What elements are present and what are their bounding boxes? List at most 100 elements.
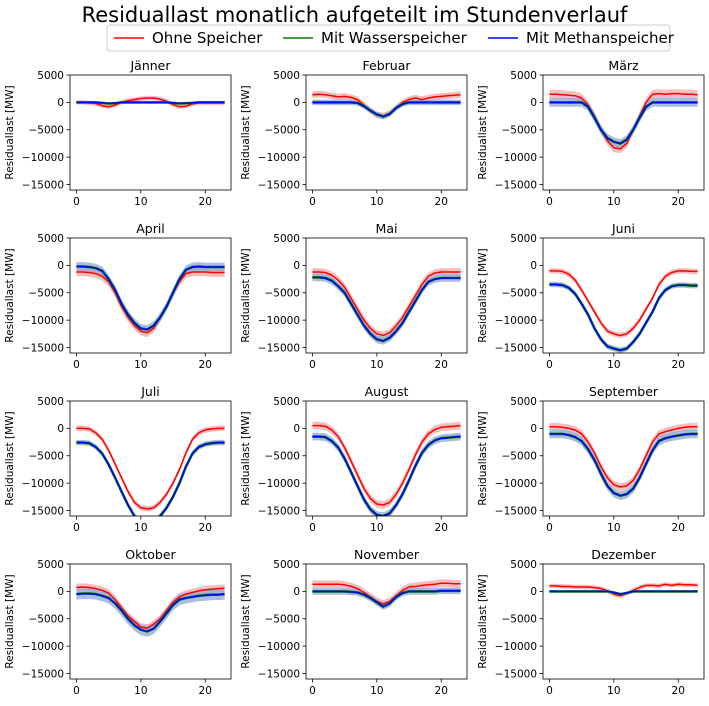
x-tick-label: 10: [134, 359, 147, 371]
y-axis-label: Residuallast [MW]: [4, 85, 16, 179]
series-line-methanspeicher: [76, 592, 225, 633]
series-line-methanspeicher: [312, 276, 461, 342]
legend-label-ohne: Ohne Speicher: [152, 29, 263, 47]
x-tick-label: 0: [309, 196, 316, 208]
y-tick-label: −15000: [22, 179, 64, 191]
y-tick-label: −15000: [22, 668, 64, 680]
x-tick-label: 0: [73, 196, 80, 208]
y-tick-label: −10000: [495, 478, 537, 490]
axes-frame: [305, 563, 468, 680]
subplot-dezember: Dezember 5000 0 −5000 −10000 −15000 0 10 20 Resid…: [477, 547, 705, 697]
y-axis-label: Residuallast [MW]: [4, 248, 16, 342]
methanspeicher-band: [76, 588, 225, 637]
axes-frame: [69, 237, 232, 354]
x-tick-label: 20: [672, 685, 685, 697]
methanspeicher-band: [76, 439, 225, 516]
plot-area: [312, 421, 461, 516]
y-tick-label: −5000: [501, 125, 537, 137]
x-tick-label: 20: [672, 359, 685, 371]
y-tick-label: −5000: [501, 451, 537, 463]
legend-frame: [106, 24, 671, 52]
x-tick-label: 0: [546, 359, 553, 371]
axes-frame: [542, 74, 705, 191]
y-tick-label: −15000: [22, 505, 64, 517]
plot-area: [549, 89, 698, 154]
axes-frame: [69, 400, 232, 517]
subplot-title: März: [608, 58, 639, 73]
y-tick-label: −5000: [28, 451, 64, 463]
plot-area: [76, 583, 225, 637]
y-axis-label: Residuallast [MW]: [240, 85, 252, 179]
subplot-title: August: [365, 384, 409, 399]
x-tick-label: 20: [199, 685, 212, 697]
subplot-title: Dezember: [591, 547, 656, 562]
x-tick-label: 10: [607, 685, 620, 697]
plot-area: [312, 90, 461, 120]
series-line-ohne-speicher: [549, 92, 698, 150]
y-tick-label: −15000: [258, 179, 300, 191]
x-tick-label: 10: [370, 522, 383, 534]
ohne-speicher-band: [312, 90, 461, 120]
y-tick-label: −15000: [258, 505, 300, 517]
series-line-methanspeicher: [549, 433, 698, 497]
y-tick-label: −15000: [258, 342, 300, 354]
x-tick-label: 0: [73, 359, 80, 371]
ohne-speicher-band: [549, 268, 698, 339]
y-tick-label: −5000: [501, 614, 537, 626]
y-axis-label: Residuallast [MW]: [4, 574, 16, 668]
y-axis-label: Residuallast [MW]: [477, 574, 489, 668]
series-line-methanspeicher: [76, 265, 225, 331]
y-tick-label: −5000: [264, 125, 300, 137]
series-line-ohne-speicher: [312, 424, 461, 506]
x-tick-label: 0: [546, 685, 553, 697]
x-tick-label: 20: [435, 196, 448, 208]
ohne-speicher-band: [76, 267, 225, 338]
plot-area: [312, 579, 461, 610]
x-tick-label: 0: [309, 359, 316, 371]
series-line-methanspeicher: [76, 101, 225, 105]
x-tick-label: 10: [134, 196, 147, 208]
subplot-title: Mai: [376, 221, 398, 236]
methanspeicher-band: [76, 262, 225, 334]
subplot-title: September: [589, 384, 659, 399]
axes-frame: [542, 237, 705, 354]
y-tick-label: 0: [530, 423, 537, 435]
series-line-methanspeicher: [312, 435, 461, 516]
subplot-grid: Jänner 5000 0 −5000 −10000 −15000 0 10 20 Residua…: [4, 58, 705, 697]
legend-label-wasser: Mit Wasserspeicher: [321, 29, 468, 47]
y-tick-label: 5000: [510, 233, 537, 245]
y-tick-label: 5000: [510, 70, 537, 82]
x-tick-label: 0: [309, 685, 316, 697]
y-tick-label: −5000: [28, 288, 64, 300]
plot-area: [76, 95, 225, 109]
subplot-juli: Juli 5000 0 −5000 −10000 −15000 0 10 20 Residuall…: [4, 384, 232, 534]
y-tick-label: −10000: [495, 315, 537, 327]
y-tick-label: −5000: [501, 288, 537, 300]
plot-area: [76, 425, 225, 516]
y-tick-label: 0: [293, 423, 300, 435]
subplot-title: Oktober: [125, 547, 176, 562]
y-tick-label: −5000: [264, 614, 300, 626]
subplot-title: Februar: [363, 58, 412, 73]
methanspeicher-band: [312, 273, 461, 345]
subplot-september: September 5000 0 −5000 −10000 −15000 0 10 20 Resi…: [477, 384, 705, 534]
y-tick-label: 0: [530, 260, 537, 272]
ohne-speicher-band: [312, 421, 461, 509]
x-tick-label: 20: [672, 196, 685, 208]
x-tick-label: 10: [370, 359, 383, 371]
y-tick-label: 5000: [510, 396, 537, 408]
y-tick-label: 0: [57, 423, 64, 435]
x-tick-label: 20: [199, 522, 212, 534]
y-tick-label: 0: [293, 586, 300, 598]
methanspeicher-band: [312, 432, 461, 516]
y-tick-label: −5000: [264, 451, 300, 463]
y-tick-label: −15000: [495, 668, 537, 680]
methanspeicher-band: [312, 587, 461, 610]
y-tick-label: −5000: [28, 125, 64, 137]
y-tick-label: −10000: [258, 478, 300, 490]
y-tick-label: 0: [57, 97, 64, 109]
y-tick-label: −15000: [495, 342, 537, 354]
y-tick-label: −10000: [22, 641, 64, 653]
y-tick-label: 5000: [273, 70, 300, 82]
